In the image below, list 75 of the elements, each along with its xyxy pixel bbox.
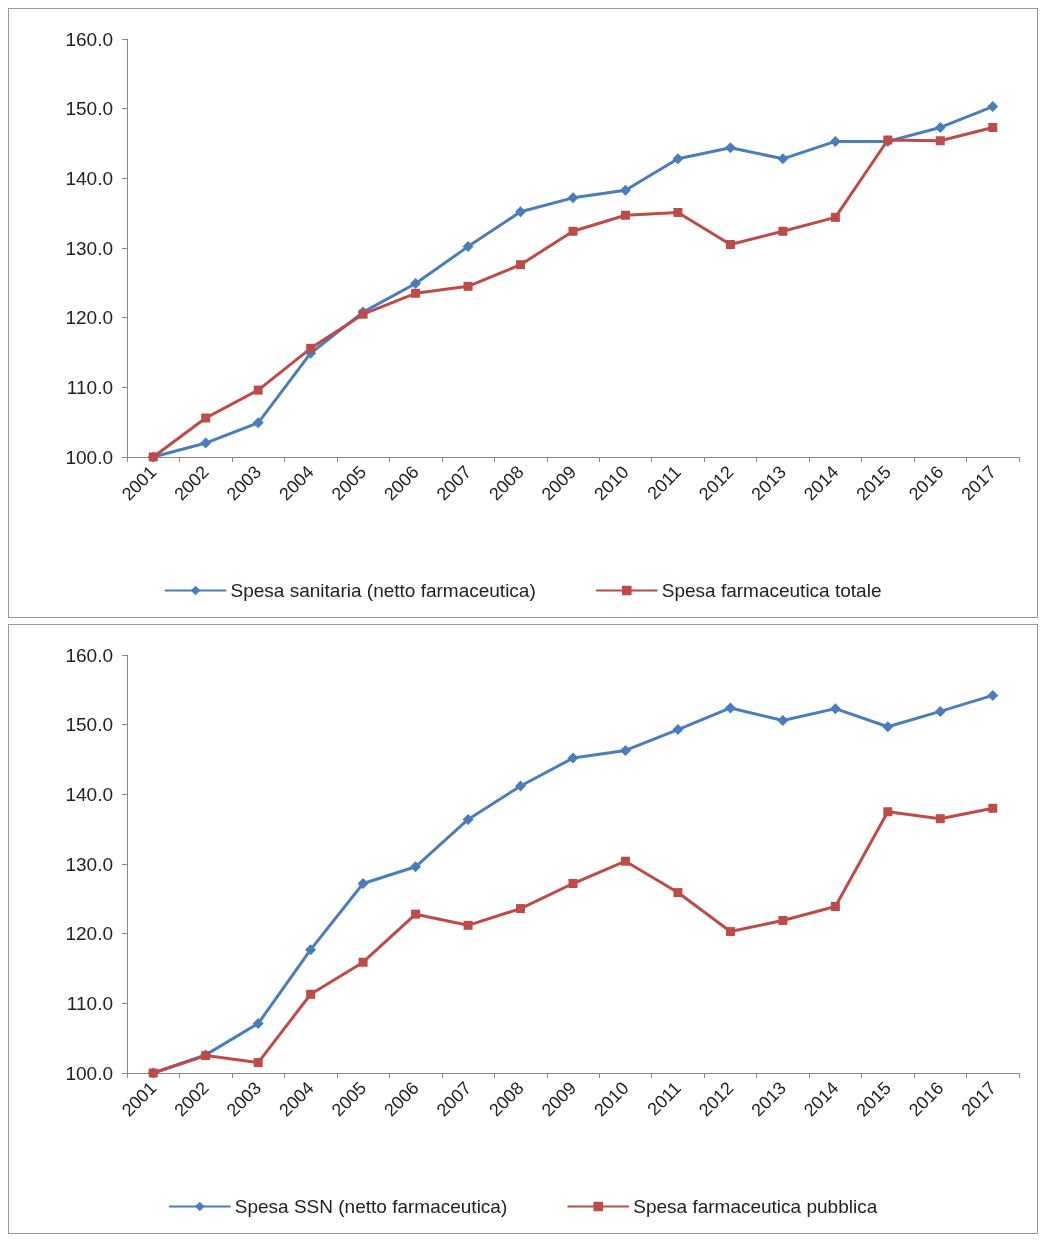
point (305, 944, 317, 956)
point (463, 920, 473, 930)
point (620, 856, 630, 866)
point (672, 153, 684, 165)
y-tick-label: 140.0 (65, 167, 113, 189)
point (200, 437, 212, 449)
y-tick-label: 140.0 (65, 783, 113, 805)
point (883, 807, 893, 817)
point (725, 927, 735, 937)
point (567, 752, 579, 764)
point (515, 780, 527, 792)
point (777, 153, 789, 165)
y-tick-label: 120.0 (65, 923, 113, 945)
point (462, 813, 474, 825)
point (830, 902, 840, 911)
point (252, 417, 264, 429)
legend-label: Spesa SSN (netto farmaceutica) (234, 1196, 508, 1217)
legend-label: Spesa sanitaria (netto farmaceutica) (230, 580, 536, 601)
point (988, 122, 998, 132)
point (306, 343, 316, 353)
point (673, 207, 683, 217)
point (567, 192, 579, 204)
legend-label: Spesa farmaceutica totale (661, 580, 882, 601)
point (934, 705, 946, 717)
point (411, 909, 421, 919)
point (358, 957, 368, 967)
y-tick-label: 110.0 (66, 992, 113, 1014)
y-tick-label: 130.0 (65, 237, 113, 259)
y-tick-label: 150.0 (65, 714, 113, 736)
point (778, 915, 788, 925)
point (516, 904, 526, 914)
point (724, 142, 736, 154)
y-tick-label: 110.0 (66, 376, 113, 398)
point (829, 135, 841, 147)
point (357, 878, 369, 890)
point (673, 888, 683, 898)
point (987, 101, 999, 113)
point (516, 260, 526, 270)
point (777, 714, 789, 726)
point (411, 288, 421, 298)
point (515, 206, 527, 218)
point (568, 226, 578, 236)
point (987, 689, 999, 701)
y-tick-label: 100.0 (65, 1062, 113, 1084)
point (882, 721, 894, 733)
point (253, 1058, 263, 1068)
point (619, 744, 631, 756)
point (934, 121, 946, 133)
point (306, 989, 316, 999)
y-tick-label: 100.0 (65, 446, 113, 468)
point (568, 879, 578, 889)
point (725, 240, 735, 250)
point (619, 184, 631, 196)
point (462, 241, 474, 253)
point (935, 814, 945, 824)
point (672, 724, 684, 736)
y-tick-label: 130.0 (65, 853, 113, 875)
y-tick-label: 150.0 (65, 98, 113, 120)
y-tick-label: 160.0 (65, 644, 113, 666)
point (988, 803, 998, 813)
point (935, 136, 945, 146)
legend-label: Spesa farmaceutica pubblica (633, 1196, 878, 1217)
point (463, 281, 473, 291)
point (410, 278, 422, 290)
y-tick-label: 160.0 (65, 28, 113, 50)
point (201, 413, 211, 423)
y-tick-label: 120.0 (65, 307, 113, 329)
point (252, 1018, 264, 1030)
point (253, 385, 263, 395)
point (778, 226, 788, 236)
point (724, 702, 736, 714)
point (829, 703, 841, 715)
point (410, 861, 422, 873)
point (830, 212, 840, 222)
point (620, 210, 630, 220)
